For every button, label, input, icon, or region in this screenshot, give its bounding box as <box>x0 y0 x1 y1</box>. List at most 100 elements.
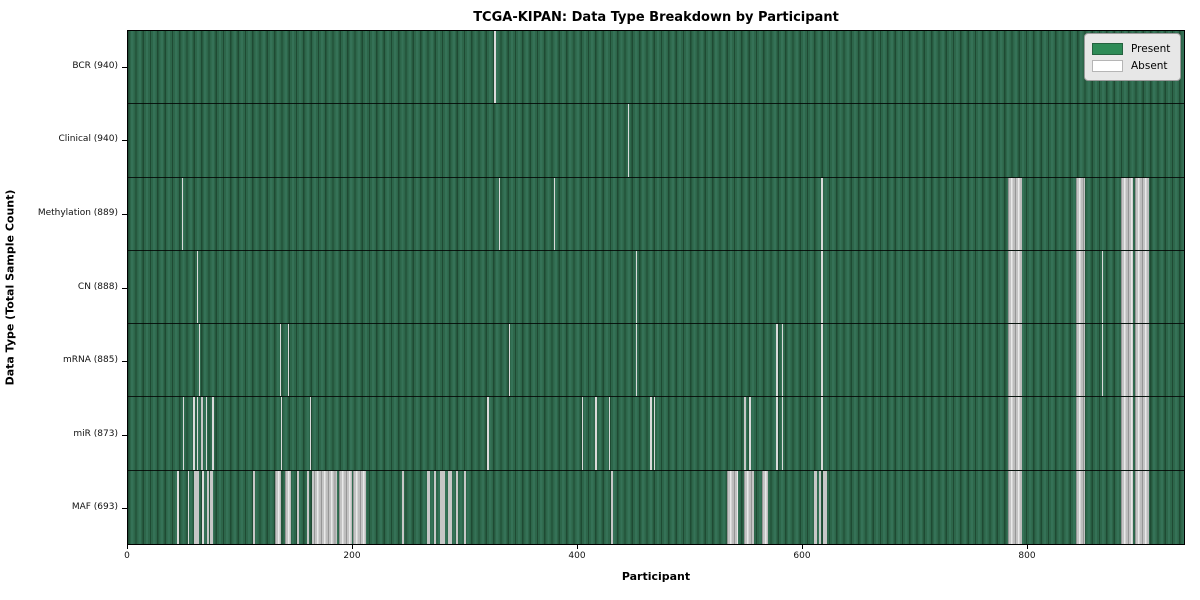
absent-swatch-icon <box>1092 59 1123 72</box>
absent-mark <box>463 470 467 544</box>
x-tick-mark <box>1027 545 1028 549</box>
absent-mark <box>1007 470 1023 544</box>
absent-mark <box>287 324 289 397</box>
absent-mark <box>1134 250 1150 324</box>
absent-mark <box>1076 397 1086 470</box>
absent-mark <box>494 31 496 104</box>
absent-mark <box>280 397 283 470</box>
x-tick-label: 400 <box>568 551 586 561</box>
absent-mark <box>635 324 638 397</box>
absent-mark <box>1076 177 1086 250</box>
absent-mark <box>1007 324 1023 397</box>
absent-mark <box>553 177 556 250</box>
absent-mark <box>275 470 281 544</box>
absent-mark <box>1134 324 1150 397</box>
absent-mark <box>761 470 769 544</box>
y-tick-label: MAF (693) <box>71 502 118 512</box>
absent-mark <box>1121 397 1134 470</box>
absent-mark <box>1121 250 1134 324</box>
absent-mark <box>196 250 198 324</box>
row-bcr <box>128 31 1184 105</box>
absent-mark <box>743 470 754 544</box>
y-tick-mark <box>122 288 127 289</box>
y-tick-mark <box>122 435 127 436</box>
y-tick-label: CN (888) <box>77 282 118 292</box>
absent-mark <box>821 177 823 250</box>
absent-mark <box>456 470 459 544</box>
absent-mark <box>212 397 214 470</box>
x-tick-label: 200 <box>343 551 361 561</box>
absent-mark <box>194 470 199 544</box>
absent-mark <box>193 397 195 470</box>
absent-mark <box>352 470 367 544</box>
absent-mark <box>1076 250 1086 324</box>
absent-mark <box>611 470 614 544</box>
absent-mark <box>821 324 823 397</box>
absent-mark <box>198 324 201 397</box>
absent-mark <box>595 397 597 470</box>
absent-mark <box>201 397 204 470</box>
absent-mark <box>306 470 309 544</box>
absent-mark <box>627 104 630 177</box>
absent-mark <box>339 470 352 544</box>
legend-item-present: Present <box>1092 40 1172 57</box>
legend-item-absent: Absent <box>1092 57 1172 74</box>
row-mir <box>128 397 1184 471</box>
x-tick-label: 600 <box>793 551 811 561</box>
absent-mark <box>821 397 823 470</box>
absent-mark <box>814 470 817 544</box>
y-tick-mark <box>122 361 127 362</box>
absent-mark <box>1007 177 1023 250</box>
absent-mark <box>487 397 489 470</box>
absent-mark <box>1134 397 1150 470</box>
absent-mark <box>440 470 445 544</box>
absent-mark <box>309 397 312 470</box>
absent-mark <box>650 397 652 470</box>
plot-area <box>127 30 1185 545</box>
absent-mark <box>181 177 184 250</box>
absent-mark <box>296 470 299 544</box>
absent-mark <box>781 397 784 470</box>
row-maf <box>128 470 1184 544</box>
absent-mark <box>1101 324 1104 397</box>
y-tick-mark <box>122 214 127 215</box>
absent-mark <box>1121 177 1134 250</box>
absent-mark <box>202 470 204 544</box>
present-swatch-icon <box>1092 42 1123 55</box>
y-tick-mark <box>122 67 127 68</box>
absent-mark <box>196 397 198 470</box>
absent-mark <box>314 470 337 544</box>
absent-mark <box>498 177 501 250</box>
y-tick-mark <box>122 508 127 509</box>
row-mrna <box>128 324 1184 398</box>
absent-mark <box>205 397 207 470</box>
x-tick-label: 0 <box>124 551 130 561</box>
x-tick-mark <box>802 545 803 549</box>
absent-mark <box>635 250 638 324</box>
y-tick-label: mRNA (885) <box>63 355 118 365</box>
absent-mark <box>1121 324 1134 397</box>
y-tick-label: Clinical (940) <box>58 134 118 144</box>
absent-mark <box>1101 250 1104 324</box>
absent-mark <box>187 470 189 544</box>
absent-mark <box>312 470 315 544</box>
absent-mark <box>1007 397 1023 470</box>
y-tick-label: BCR (940) <box>72 61 118 71</box>
row-clinical <box>128 104 1184 178</box>
absent-mark <box>402 470 405 544</box>
absent-mark <box>581 397 584 470</box>
absent-mark <box>743 397 746 470</box>
y-tick-label: miR (873) <box>73 429 118 439</box>
row-cn <box>128 250 1184 325</box>
absent-mark <box>426 470 431 544</box>
y-tick-mark <box>122 140 127 141</box>
legend: Present Absent <box>1084 33 1181 81</box>
absent-mark <box>749 397 751 470</box>
absent-mark <box>177 470 179 544</box>
absent-mark <box>781 324 784 397</box>
absent-mark <box>433 470 436 544</box>
x-tick-label: 800 <box>1018 551 1036 561</box>
absent-mark <box>818 470 822 544</box>
legend-label: Present <box>1131 42 1171 55</box>
